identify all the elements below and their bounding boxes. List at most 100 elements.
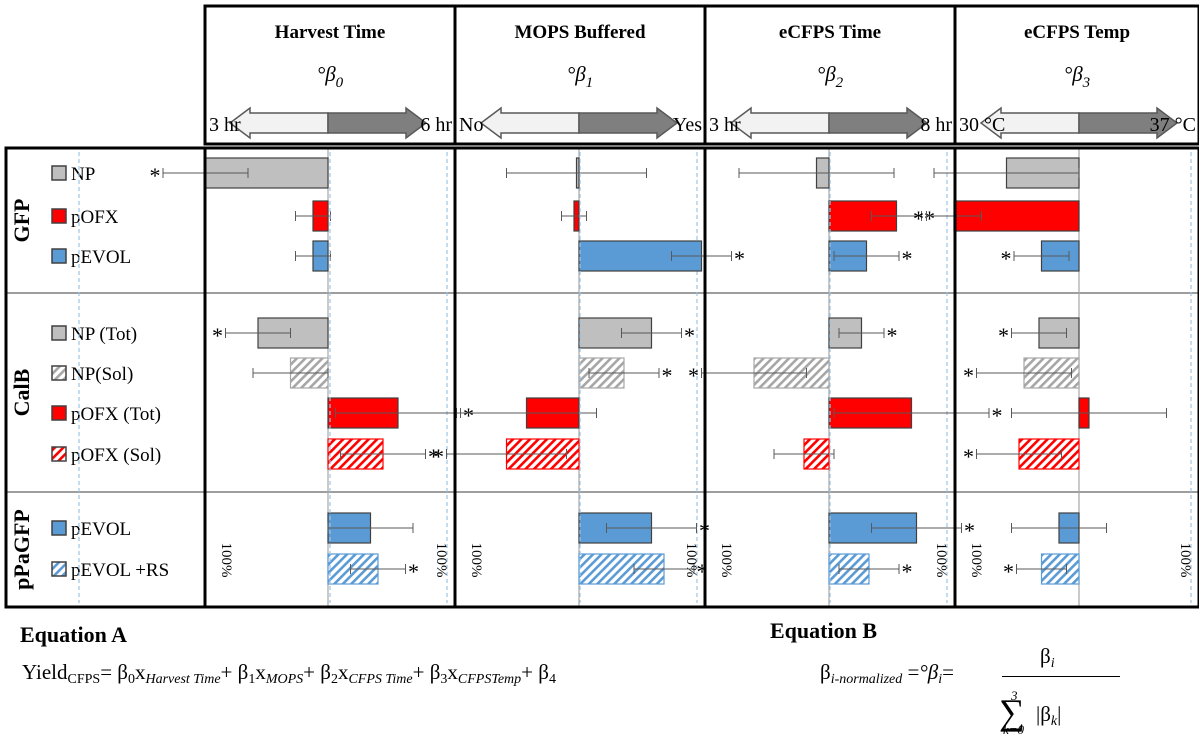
significance-marker: * bbox=[212, 323, 223, 348]
high-level-label: 6 hr bbox=[420, 114, 452, 136]
significance-marker: * bbox=[963, 363, 974, 388]
significance-marker: * bbox=[924, 206, 935, 231]
sigma-sign: ∑ bbox=[999, 692, 1025, 732]
axis-min-label: 100% bbox=[718, 543, 734, 578]
legend-label: pEVOL bbox=[71, 247, 131, 268]
significance-marker: * bbox=[662, 363, 673, 388]
significance-marker: * bbox=[998, 323, 1009, 348]
significance-marker: * bbox=[887, 323, 898, 348]
low-level-label: No bbox=[459, 114, 483, 136]
significance-marker: * bbox=[1003, 559, 1014, 584]
panel-3: 100% 100%****** bbox=[829, 146, 1199, 609]
panel-0: 100% 100%***** bbox=[78, 146, 474, 609]
high-level-label: 37 °C bbox=[1150, 114, 1196, 136]
significance-marker: * bbox=[688, 363, 699, 388]
arrow-high bbox=[1078, 106, 1179, 140]
group-label-ppagfp: pPaGFP bbox=[9, 509, 34, 590]
factor-header-0: Harvest Time °β0 3 hr 6 hr bbox=[203, 4, 457, 146]
significance-marker: * bbox=[734, 246, 745, 271]
group-label-gfp: GFP bbox=[9, 199, 34, 243]
legend-label: pOFX (Sol) bbox=[71, 445, 161, 466]
equation-a-term-2: β2xCFPS Time bbox=[320, 660, 413, 687]
legend-swatch bbox=[51, 405, 67, 421]
panel-frame bbox=[953, 146, 1199, 609]
significance-marker: * bbox=[433, 444, 444, 469]
factor-header-2: eCFPS Time °β2 3 hr 8 hr bbox=[703, 4, 957, 146]
equation-a-term-1: β1xMOPS bbox=[237, 660, 304, 687]
arrow-high bbox=[828, 106, 929, 140]
axis-min-label: 100% bbox=[218, 543, 234, 578]
significance-marker: * bbox=[1001, 246, 1012, 271]
sum-upper-limit: 3 bbox=[1011, 688, 1018, 703]
group-label-calb: CalB bbox=[9, 368, 34, 416]
legend-swatch bbox=[51, 365, 67, 381]
factor-title: eCFPS Time bbox=[779, 22, 881, 43]
coefficient-symbol: °β1 bbox=[567, 62, 593, 91]
low-level-label: 30 °C bbox=[959, 114, 1005, 136]
legend-label: pEVOL bbox=[71, 519, 131, 540]
high-level-label: Yes bbox=[673, 114, 702, 136]
axis-min-label: 100% bbox=[468, 543, 484, 578]
low-level-label: 3 hr bbox=[709, 114, 741, 136]
fraction-bar bbox=[1002, 676, 1120, 677]
legend-swatch bbox=[51, 561, 67, 577]
sum-term: |βk| bbox=[1036, 702, 1062, 729]
significance-marker: * bbox=[992, 403, 1003, 428]
high-level-label: 8 hr bbox=[920, 114, 952, 136]
legend-swatch bbox=[51, 208, 67, 224]
significance-marker: * bbox=[964, 518, 975, 543]
significance-marker: * bbox=[902, 246, 913, 271]
legend-label: pOFX (Tot) bbox=[71, 404, 161, 425]
coefficient-symbol: °β2 bbox=[817, 62, 844, 91]
legend-swatch bbox=[51, 325, 67, 341]
arrow-low bbox=[729, 106, 830, 140]
legend-swatch bbox=[51, 165, 67, 181]
panel-2: 100% 100%******* bbox=[579, 146, 1003, 609]
axis-max-label: 100% bbox=[433, 543, 449, 578]
equation-b-lhs: βi-normalized =°βi= bbox=[820, 660, 954, 687]
significance-marker: * bbox=[963, 444, 974, 469]
factor-header-3: eCFPS Temp °β3 30 °C 37 °C bbox=[953, 4, 1199, 146]
arrow-high bbox=[578, 106, 679, 140]
factor-title: Harvest Time bbox=[275, 22, 386, 43]
factor-title: eCFPS Temp bbox=[1024, 22, 1130, 43]
significance-marker: * bbox=[697, 559, 708, 584]
header-box bbox=[953, 4, 1199, 146]
significance-marker: * bbox=[463, 403, 474, 428]
axis-min-label: 100% bbox=[968, 543, 984, 578]
legend-column: GFP NP pOFX pEVOL CalB NP (Tot) NP(Sol) pOFX (T… bbox=[4, 146, 207, 609]
factor-header-1: MOPS Buffered °β1 No Yes bbox=[453, 4, 707, 146]
significance-marker: * bbox=[902, 559, 913, 584]
factor-title: MOPS Buffered bbox=[514, 22, 645, 43]
legend-swatch bbox=[51, 446, 67, 462]
legend-label: pEVOL +RS bbox=[71, 560, 169, 581]
legend-label: pOFX bbox=[71, 207, 119, 228]
significance-marker: * bbox=[150, 163, 161, 188]
legend-label: NP (Tot) bbox=[71, 324, 137, 345]
legend-swatch bbox=[51, 248, 67, 264]
equation-a-term-3: β3xCFPSTemp bbox=[429, 660, 522, 687]
axis-max-label: 100% bbox=[1177, 543, 1193, 578]
arrow-high bbox=[327, 106, 428, 140]
equation-a: YieldCFPS= β0xHarvest Time+ β1xMOPS+ β2x… bbox=[22, 660, 556, 687]
equation-b-title: Equation B bbox=[770, 618, 877, 643]
coefficient-symbol: °β0 bbox=[317, 62, 344, 91]
equation-a-title: Equation A bbox=[20, 622, 127, 647]
axis-max-label: 100% bbox=[933, 543, 949, 578]
legend-label: NP bbox=[71, 164, 95, 185]
arrow-low bbox=[228, 106, 329, 140]
significance-marker: * bbox=[684, 323, 695, 348]
arrow-low bbox=[479, 106, 580, 140]
equation-b-numerator: βi bbox=[1040, 644, 1055, 671]
panel-1: 100% 100%****** bbox=[329, 146, 745, 609]
legend-swatch bbox=[51, 520, 67, 536]
significance-marker: * bbox=[913, 206, 924, 231]
significance-marker: * bbox=[428, 444, 439, 469]
legend-label: NP(Sol) bbox=[71, 364, 133, 385]
equation-a-term-0: β0xHarvest Time bbox=[117, 660, 221, 687]
significance-marker: * bbox=[408, 559, 419, 584]
sum-lower-limit: k=0 bbox=[1003, 722, 1025, 737]
coefficient-symbol: °β3 bbox=[1064, 62, 1090, 91]
low-level-label: 3 hr bbox=[209, 114, 241, 136]
